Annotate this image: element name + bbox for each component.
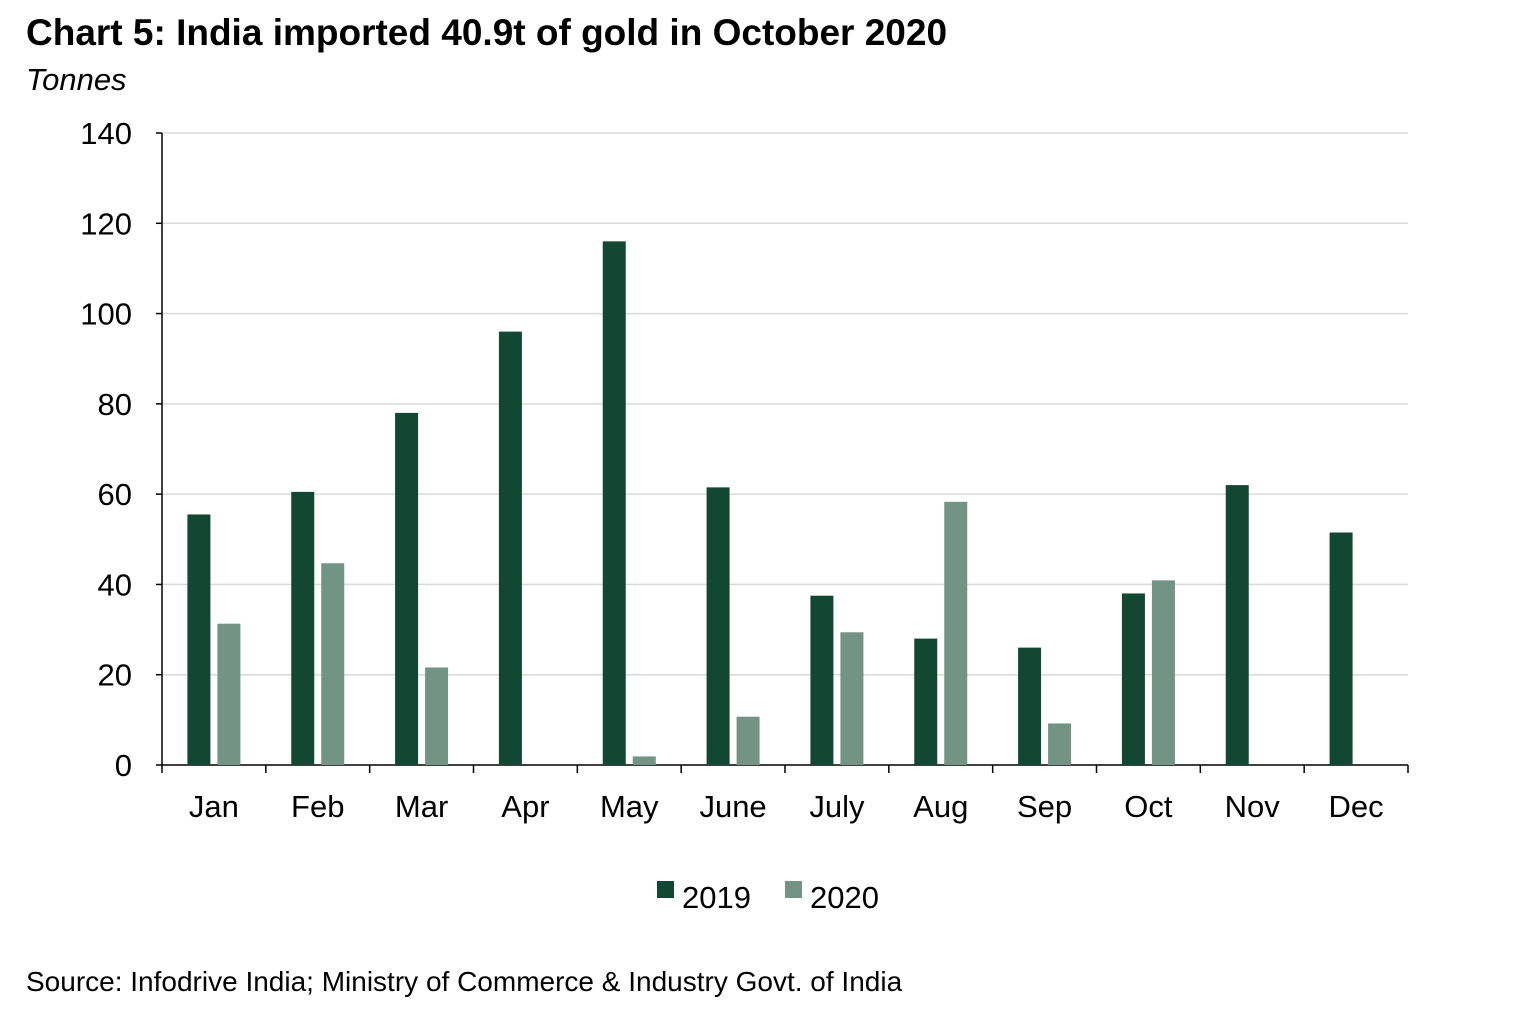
bar-2019-oct [1121, 593, 1145, 765]
bar-2019-aug [914, 638, 938, 765]
bar-2019-june [706, 487, 730, 765]
bar-2020-jan [217, 623, 241, 765]
y-tick-label-40: 40 [98, 567, 132, 602]
x-tick-label-apr: Apr [501, 789, 549, 824]
bar-2019-july [810, 595, 834, 765]
bar-2020-june [736, 716, 760, 765]
chart-title: Chart 5: India imported 40.9t of gold in… [26, 12, 948, 53]
y-tick-label-140: 140 [80, 116, 132, 151]
x-tick-label-may: May [600, 789, 659, 824]
x-tick-label-nov: Nov [1225, 789, 1281, 824]
y-tick-label-120: 120 [80, 206, 132, 241]
bar-2020-oct [1151, 580, 1175, 765]
legend-label-2020: 2020 [810, 880, 879, 915]
bar-2020-feb [321, 563, 345, 765]
bar-2019-sep [1018, 647, 1042, 765]
bar-2019-apr [498, 331, 522, 765]
bar-2019-jan [187, 514, 211, 765]
x-tick-label-mar: Mar [395, 789, 448, 824]
bar-2019-nov [1225, 485, 1249, 765]
bar-2020-july [840, 632, 864, 765]
bar-2020-mar [425, 667, 449, 765]
unit-label: Tonnes [26, 62, 127, 97]
bar-2019-dec [1329, 532, 1353, 765]
legend-swatch-2020 [785, 881, 802, 898]
x-tick-label-july: July [809, 789, 865, 824]
bar-2020-sep [1048, 723, 1072, 765]
x-tick-label-oct: Oct [1124, 789, 1173, 824]
y-tick-label-60: 60 [98, 477, 132, 512]
x-tick-label-sep: Sep [1017, 789, 1072, 824]
x-tick-label-june: June [699, 789, 766, 824]
x-tick-label-dec: Dec [1329, 789, 1384, 824]
x-tick-label-jan: Jan [189, 789, 239, 824]
bar-2019-feb [291, 491, 315, 765]
bar-2019-may [602, 241, 626, 766]
y-tick-label-0: 0 [115, 748, 132, 783]
bar-2019-mar [395, 412, 419, 765]
y-tick-label-80: 80 [98, 387, 132, 422]
source-note: Source: Infodrive India; Ministry of Com… [26, 966, 903, 997]
legend-label-2019: 2019 [682, 880, 751, 915]
bar-2020-may [632, 756, 656, 765]
bar-2020-aug [944, 501, 968, 765]
y-tick-label-20: 20 [98, 658, 132, 693]
y-tick-label-100: 100 [80, 297, 132, 332]
x-tick-label-aug: Aug [913, 789, 968, 824]
x-tick-label-feb: Feb [291, 789, 344, 824]
legend-swatch-2019 [657, 881, 674, 898]
